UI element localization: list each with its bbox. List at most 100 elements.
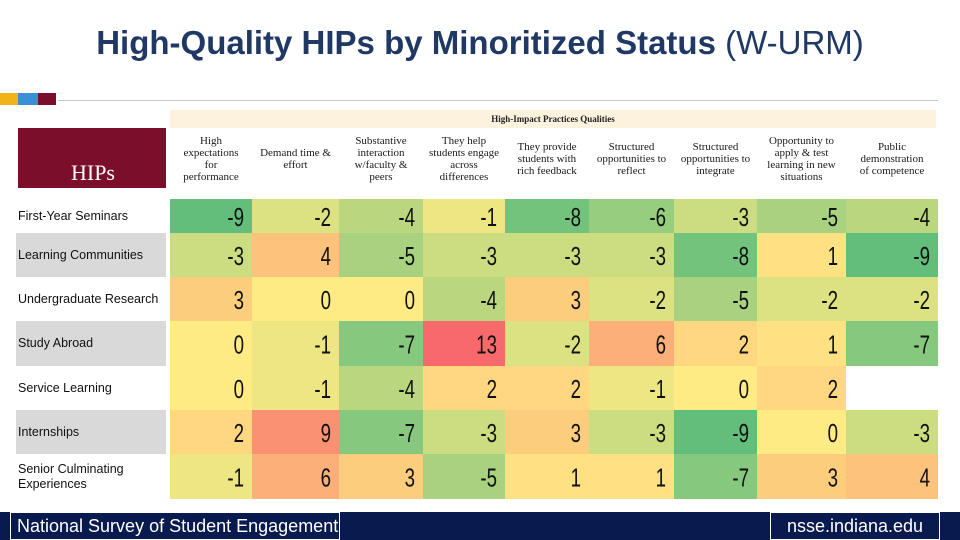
heatmap-cell <box>252 321 339 366</box>
heatmap-cell <box>589 199 674 233</box>
column-header-line: for <box>204 159 218 171</box>
heatmap-value-label: -8 <box>732 241 749 271</box>
heatmap-cell <box>674 321 757 366</box>
row-label: First-Year Seminars <box>18 208 128 223</box>
heatmap-value-label: 1 <box>656 462 666 492</box>
column-header-line: Substantive <box>355 135 407 147</box>
heatmap-value-label: -1 <box>314 374 331 404</box>
heatmap-value-label: 0 <box>321 285 331 315</box>
heatmap-cell <box>757 410 846 454</box>
heatmap-value-label: -3 <box>480 241 497 271</box>
heatmap-value-label: -9 <box>227 202 244 232</box>
column-header-line: They provide <box>517 141 577 153</box>
heatmap-cell <box>252 366 339 410</box>
heatmap-cell <box>339 366 423 410</box>
heatmap-cell <box>252 199 339 233</box>
accent-divider <box>58 100 938 101</box>
heatmap-cell <box>674 233 757 277</box>
row-label: Study Abroad <box>16 321 166 366</box>
heatmap-cell <box>589 454 674 499</box>
heatmap-value-label: -7 <box>398 329 415 359</box>
heatmap-value-label: -4 <box>913 202 930 232</box>
column-header: Structured opportunities to integrate <box>674 130 757 188</box>
column-header-line: Demand time & <box>260 147 331 159</box>
heatmap-value-label: 6 <box>321 462 331 492</box>
column-header-line: students with <box>517 153 577 165</box>
heatmap-value-label: -8 <box>564 202 581 232</box>
accent-square-1 <box>0 93 18 105</box>
column-header: High expectations for performance <box>170 130 252 188</box>
heatmap-value-label: -3 <box>732 202 749 232</box>
column-header-line: apply & test <box>774 147 829 159</box>
heatmap-value-label: 2 <box>739 329 749 359</box>
heatmap-value-label: -7 <box>732 462 749 492</box>
column-header-line: learning in new <box>767 159 836 171</box>
heatmap-value-label: -2 <box>564 329 581 359</box>
footer-bar <box>0 512 960 540</box>
column-header-line: They help <box>441 135 487 147</box>
heatmap-cell <box>339 321 423 366</box>
slide-title: High-Quality HIPs by Minoritized Status … <box>0 24 960 62</box>
column-header-line: Structured <box>608 141 655 153</box>
column-header-line: w/faculty & <box>354 159 408 171</box>
heatmap-cell <box>252 410 339 454</box>
column-header: Substantive interaction w/faculty & peers <box>339 130 423 188</box>
heatmap-cell <box>674 277 757 321</box>
column-header-line: demonstration <box>860 153 924 165</box>
column-header-line: High <box>199 135 222 147</box>
heatmap-value-label: -1 <box>314 329 331 359</box>
heatmap-value-label: 0 <box>739 374 749 404</box>
heatmap-value-label: 9 <box>321 418 331 448</box>
heatmap-cell <box>170 199 252 233</box>
column-header-line: situations <box>780 171 823 183</box>
heatmap-cell <box>505 233 589 277</box>
heatmap-cell <box>505 321 589 366</box>
heatmap-value-label: -3 <box>480 418 497 448</box>
column-header-line: rich feedback <box>517 165 577 177</box>
heatmap-cell <box>423 199 505 233</box>
column-header-line: peers <box>369 171 393 183</box>
hips-header-box <box>18 128 166 188</box>
heatmap-value-label: -2 <box>314 202 331 232</box>
heatmap-value-label: -4 <box>480 285 497 315</box>
heatmap-cell <box>423 321 505 366</box>
heatmap-value-label: -2 <box>821 285 838 315</box>
row-label: Learning Communities <box>16 233 166 277</box>
column-header-line: performance <box>183 171 239 183</box>
slide-title-paren: (W-URM) <box>725 24 864 61</box>
heatmap-value-label: -3 <box>649 241 666 271</box>
column-header: Structured opportunities to reflect <box>589 130 674 188</box>
heatmap-value-label: 4 <box>321 241 331 271</box>
column-header-line: integrate <box>696 165 735 177</box>
heatmap-value-label: 2 <box>571 374 581 404</box>
heatmap-title: High-Impact Practices Qualities <box>170 110 936 128</box>
heatmap-value-label: -3 <box>649 418 666 448</box>
heatmap-value-label: -5 <box>398 241 415 271</box>
heatmap-cell <box>757 321 846 366</box>
footer-org-name: National Survey of Student Engagement <box>10 512 340 540</box>
heatmap-value-label: 3 <box>571 285 581 315</box>
heatmap-cell <box>674 366 757 410</box>
heatmap-value-label: 0 <box>828 418 838 448</box>
heatmap-value-label: 2 <box>234 418 244 448</box>
heatmap-value-label: 0 <box>405 285 415 315</box>
column-header: Public demonstration of competence <box>846 130 938 188</box>
column-header: Opportunity to apply & test learning in ne… <box>757 130 846 188</box>
heatmap-cell <box>846 277 938 321</box>
heatmap-value-label: 3 <box>828 462 838 492</box>
heatmap-value-label: 0 <box>234 374 244 404</box>
heatmap-cell <box>170 366 252 410</box>
heatmap-value-label: -3 <box>227 241 244 271</box>
heatmap-cell <box>505 410 589 454</box>
heatmap-cell <box>170 410 252 454</box>
heatmap-cell <box>170 321 252 366</box>
heatmap-cell <box>339 410 423 454</box>
heatmap-cell <box>589 366 674 410</box>
column-header-line: Public <box>877 141 907 153</box>
heatmap-value-label: 13 <box>476 329 497 359</box>
footer-url[interactable]: nsse.indiana.edu <box>770 512 940 540</box>
heatmap-cell <box>757 277 846 321</box>
row-label: Internships <box>16 410 166 454</box>
heatmap-value-label: 1 <box>828 241 838 271</box>
column-header-line: differences <box>439 171 489 183</box>
